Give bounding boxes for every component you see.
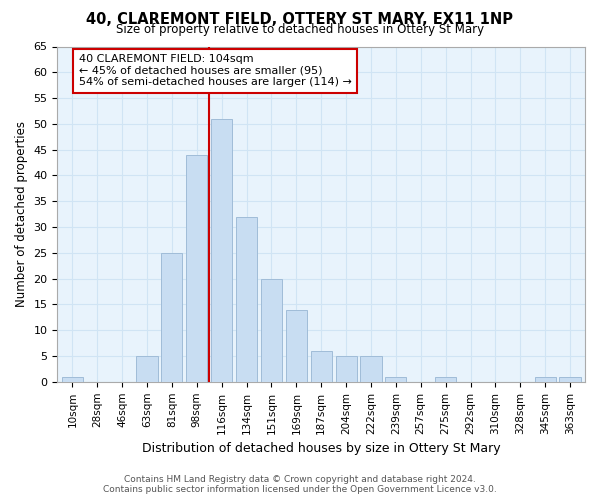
Bar	[435, 376, 456, 382]
Text: Size of property relative to detached houses in Ottery St Mary: Size of property relative to detached ho…	[116, 22, 484, 36]
Bar	[559, 376, 581, 382]
Text: Contains HM Land Registry data © Crown copyright and database right 2024.
Contai: Contains HM Land Registry data © Crown c…	[103, 474, 497, 494]
Bar	[161, 253, 182, 382]
Bar	[136, 356, 158, 382]
Bar	[261, 278, 282, 382]
Text: 40 CLAREMONT FIELD: 104sqm
← 45% of detached houses are smaller (95)
54% of semi: 40 CLAREMONT FIELD: 104sqm ← 45% of deta…	[79, 54, 352, 88]
Bar	[236, 216, 257, 382]
Bar	[186, 155, 208, 382]
Bar	[286, 310, 307, 382]
Bar	[311, 351, 332, 382]
X-axis label: Distribution of detached houses by size in Ottery St Mary: Distribution of detached houses by size …	[142, 442, 500, 455]
Bar	[385, 376, 406, 382]
Bar	[361, 356, 382, 382]
Bar	[211, 118, 232, 382]
Text: 40, CLAREMONT FIELD, OTTERY ST MARY, EX11 1NP: 40, CLAREMONT FIELD, OTTERY ST MARY, EX1…	[86, 12, 514, 28]
Bar	[535, 376, 556, 382]
Bar	[335, 356, 356, 382]
Y-axis label: Number of detached properties: Number of detached properties	[15, 121, 28, 307]
Bar	[62, 376, 83, 382]
